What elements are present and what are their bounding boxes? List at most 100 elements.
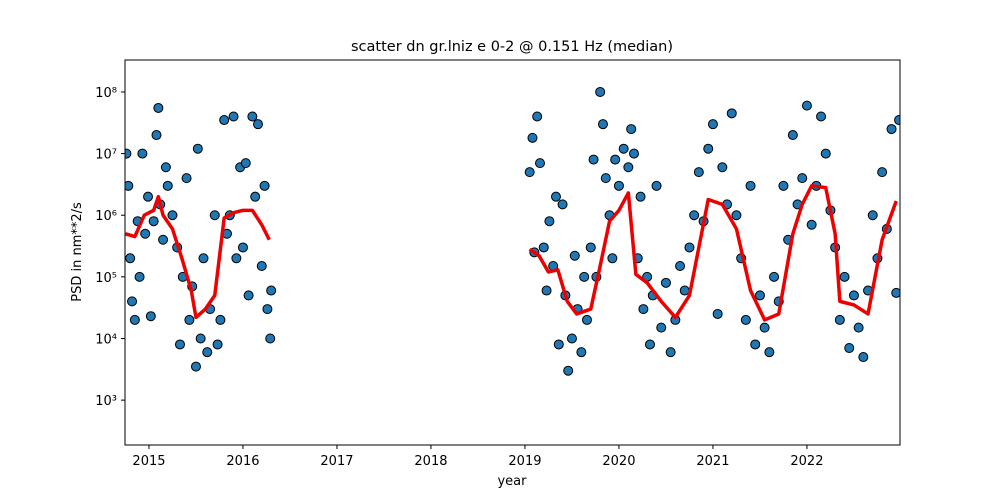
point (623, 162, 634, 173)
point (703, 143, 714, 154)
point (127, 296, 138, 307)
x-tick-label: 2018 (414, 454, 447, 469)
point (693, 167, 704, 178)
point (532, 111, 543, 122)
y-tick-label: 10⁸ (95, 86, 117, 101)
point (544, 216, 555, 227)
point (219, 115, 230, 126)
point (195, 333, 206, 344)
point (839, 271, 850, 282)
point (595, 86, 606, 97)
point (844, 343, 855, 354)
point (759, 322, 770, 333)
y-tick-label: 10³ (95, 394, 117, 409)
point (247, 111, 258, 122)
point (635, 191, 646, 202)
point (265, 333, 276, 344)
point (750, 339, 761, 350)
x-axis-label: year (497, 474, 527, 489)
point (660, 277, 671, 288)
point (151, 130, 162, 141)
point (167, 210, 178, 221)
point (707, 119, 718, 130)
point (209, 210, 220, 221)
point (644, 339, 655, 350)
point (125, 180, 134, 191)
point (787, 130, 798, 141)
point (613, 180, 624, 191)
point (689, 210, 700, 221)
point (125, 253, 136, 264)
point (553, 339, 564, 350)
point (712, 308, 723, 319)
point (190, 361, 201, 372)
point (266, 285, 277, 296)
point (618, 143, 629, 154)
point (891, 287, 900, 298)
point (174, 339, 185, 350)
point (541, 285, 552, 296)
point (797, 173, 808, 184)
plot-frame (124, 59, 901, 446)
point (764, 347, 775, 358)
point (745, 180, 756, 191)
point (153, 102, 164, 113)
point (600, 173, 611, 184)
point (231, 253, 242, 264)
y-tick-label: 10⁶ (95, 209, 117, 224)
point (538, 242, 549, 253)
point (665, 347, 676, 358)
point (581, 314, 592, 325)
point (192, 143, 203, 154)
point (585, 242, 596, 253)
point (651, 180, 662, 191)
point (894, 115, 900, 126)
point (162, 180, 173, 191)
point (534, 158, 545, 169)
point (848, 290, 859, 301)
y-tick-label: 10⁴ (95, 332, 117, 347)
point (228, 111, 239, 122)
point (202, 347, 213, 358)
x-tick-label: 2015 (132, 454, 165, 469)
point (801, 100, 812, 111)
chart-title: scatter dn gr.lniz e 0-2 @ 0.151 Hz (med… (351, 39, 673, 55)
point (160, 162, 171, 173)
point (597, 119, 608, 130)
x-tick-label: 2020 (602, 454, 635, 469)
point (610, 154, 621, 165)
point (675, 261, 686, 272)
x-tick-label: 2016 (226, 454, 259, 469)
point (253, 119, 264, 130)
point (638, 304, 649, 315)
point (140, 228, 151, 239)
point (853, 322, 864, 333)
point (145, 311, 156, 322)
point (129, 314, 140, 325)
point (754, 290, 765, 301)
point (527, 132, 538, 143)
point (143, 191, 154, 202)
x-tick-label: 2021 (696, 454, 729, 469)
median-line (125, 184, 898, 322)
point (550, 191, 561, 202)
point (148, 216, 159, 227)
point (576, 347, 587, 358)
point (877, 167, 888, 178)
x-tick-label: 2019 (508, 454, 541, 469)
point (579, 271, 590, 282)
point (259, 180, 270, 191)
point (563, 365, 574, 376)
x-tick-label: 2022 (790, 454, 823, 469)
point (679, 285, 690, 296)
y-tick-label: 10⁵ (95, 271, 117, 286)
y-tick-label: 10⁷ (95, 148, 117, 163)
point (569, 250, 580, 261)
point (524, 167, 535, 178)
point (684, 242, 695, 253)
point (262, 304, 273, 315)
point (588, 154, 599, 165)
